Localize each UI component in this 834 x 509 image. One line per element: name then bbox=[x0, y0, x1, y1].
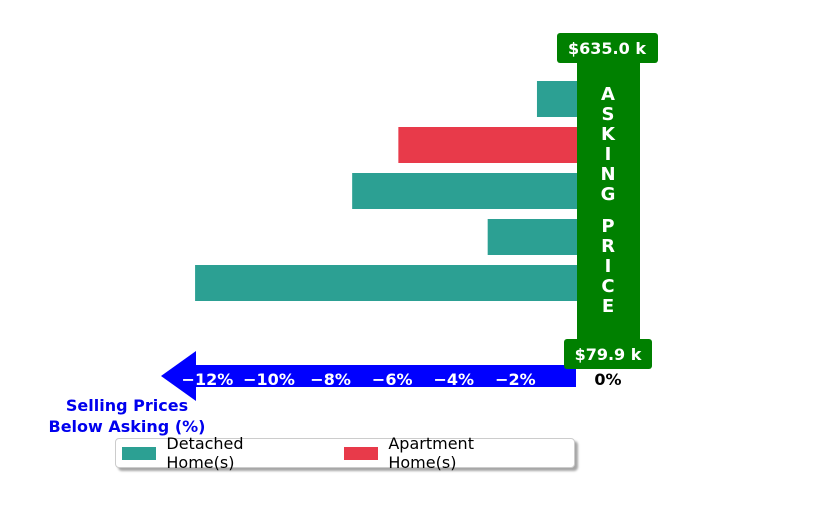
x-axis-title-line-0: Selling Prices bbox=[66, 396, 188, 415]
bars-group bbox=[195, 81, 602, 341]
x-tick-label-1: −10% bbox=[243, 370, 295, 389]
asking-letter-10: C bbox=[601, 276, 614, 297]
asking-letter-5: G bbox=[601, 184, 616, 205]
bottom-price-box bbox=[564, 339, 652, 369]
x-tick-label-5: −2% bbox=[495, 370, 536, 389]
x-axis-title-line-1: Below Asking (%) bbox=[49, 417, 206, 436]
asking-letter-7: P bbox=[601, 216, 614, 237]
x-axis-title: Selling Prices Below Asking (%) bbox=[49, 396, 206, 436]
legend-item-detached: Detached Home(s) bbox=[122, 434, 310, 472]
legend: Detached Home(s) Apartment Home(s) bbox=[115, 434, 575, 472]
asking-letter-9: I bbox=[605, 256, 612, 277]
legend-label-apartment: Apartment Home(s) bbox=[388, 434, 474, 472]
asking-letter-0: A bbox=[601, 84, 615, 105]
asking-letter-11: E bbox=[602, 296, 614, 317]
asking-letter-2: K bbox=[601, 124, 616, 145]
bar-3 bbox=[487, 219, 577, 255]
asking-letter-3: I bbox=[605, 144, 612, 165]
x-tick-labels: −12% −10% −8% −6% −4% −2% 0% bbox=[182, 370, 622, 389]
x-tick-label-0: −12% bbox=[182, 370, 234, 389]
legend-swatch-apartment bbox=[343, 446, 379, 460]
top-price-label: $635.0 k bbox=[568, 39, 646, 58]
x-axis: −12% −10% −8% −6% −4% −2% 0% bbox=[161, 351, 622, 401]
bar-0 bbox=[536, 81, 577, 117]
legend-label-detached: Detached Home(s) bbox=[166, 434, 244, 472]
x-tick-label-4: −4% bbox=[434, 370, 475, 389]
x-tick-label-2: −8% bbox=[310, 370, 351, 389]
bar-2 bbox=[352, 173, 577, 209]
axis-arrow-icon bbox=[161, 351, 576, 401]
asking-letter-4: N bbox=[600, 164, 615, 185]
legend-item-apartment: Apartment Home(s) bbox=[343, 434, 540, 472]
bar-1 bbox=[398, 127, 577, 163]
x-tick-label-6: 0% bbox=[594, 370, 621, 389]
legend-swatch-detached bbox=[122, 446, 157, 460]
bar-4 bbox=[195, 265, 577, 301]
bottom-price-label: $79.9 k bbox=[575, 345, 642, 364]
x-tick-label-3: −6% bbox=[372, 370, 413, 389]
asking-letter-1: S bbox=[602, 104, 615, 125]
top-price-box bbox=[557, 33, 658, 63]
asking-price-bar bbox=[577, 60, 640, 360]
asking-letter-8: R bbox=[601, 236, 615, 257]
